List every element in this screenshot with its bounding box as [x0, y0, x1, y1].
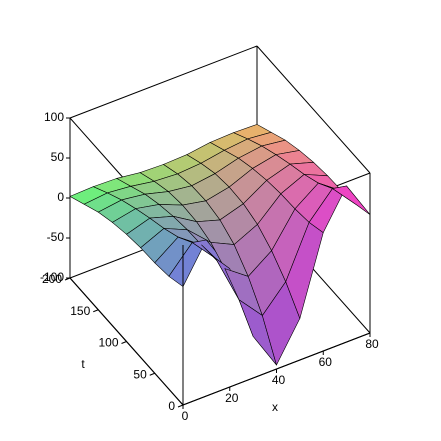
t-tick-label: 100 — [98, 336, 118, 350]
surface — [69, 124, 371, 366]
x-tick-label: 80 — [365, 337, 379, 351]
t-tick-label: 150 — [70, 304, 90, 318]
t-tick-label: 50 — [133, 367, 147, 381]
axes: -100 -50 0 50 100 0 50 100 150 200 0 20 40 60 80 — [40, 110, 379, 423]
t-tick — [64, 277, 71, 281]
x-tick-label: 20 — [225, 391, 239, 405]
z-tick-label: -100 — [40, 270, 64, 284]
t-tick — [93, 309, 99, 313]
box-edge — [69, 45, 258, 119]
z-tick-label: 0 — [57, 190, 64, 204]
t-tick — [149, 372, 155, 376]
x-axis-label: x — [272, 400, 278, 414]
t-tick-label: 200 — [42, 272, 62, 286]
t-tick — [177, 404, 184, 408]
box-edge — [256, 45, 371, 174]
t-axis-label: t — [81, 357, 85, 371]
x-tick-label: 40 — [272, 373, 286, 387]
t-tick-label: 0 — [168, 399, 175, 413]
z-tick-label: -50 — [47, 230, 65, 244]
z-tick-label: 50 — [51, 150, 65, 164]
x-tick-label: 60 — [319, 355, 333, 369]
surface-patch — [331, 185, 371, 215]
t-tick — [121, 341, 127, 344]
z-tick-label: 100 — [44, 110, 64, 124]
x-tick-label: 0 — [182, 409, 189, 423]
